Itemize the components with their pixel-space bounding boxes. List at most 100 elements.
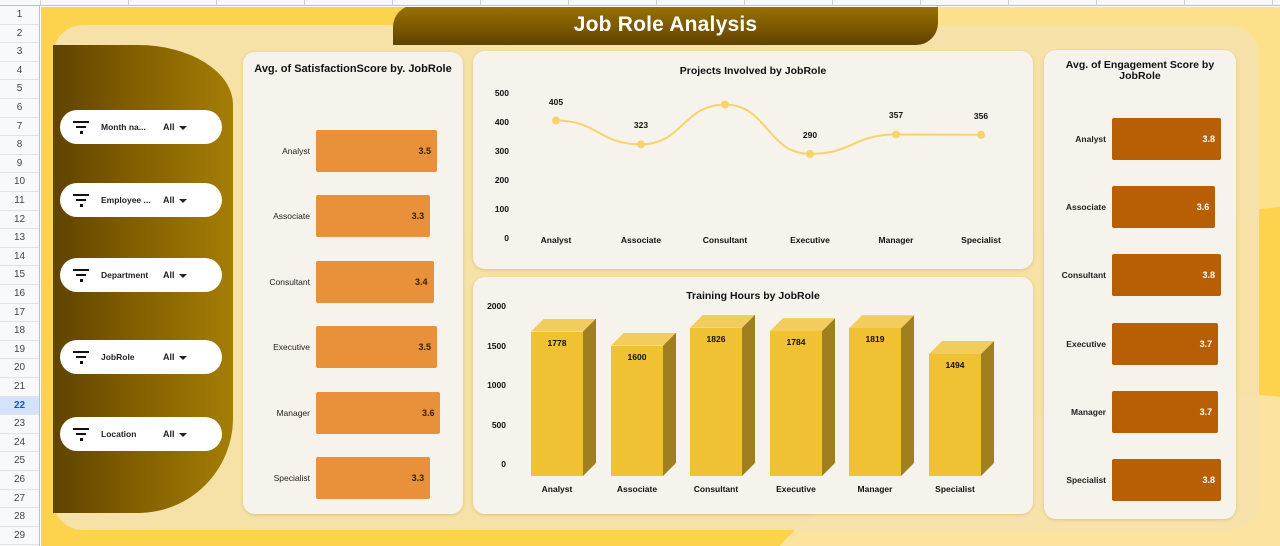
bar[interactable]: 3.8: [1112, 254, 1221, 297]
category-label: Consultant: [269, 276, 310, 287]
slicer-dropdown[interactable]: All: [163, 122, 187, 132]
x-axis-label: Specialist: [961, 235, 1001, 245]
data-point[interactable]: [977, 130, 985, 139]
filter-icon: [70, 120, 92, 134]
row-number[interactable]: 1: [0, 6, 39, 25]
row-number[interactable]: 24: [0, 434, 39, 453]
bar-row: Associate 3.6: [1044, 186, 1216, 229]
slicer-employee[interactable]: Employee ... All: [60, 183, 222, 217]
x-axis-label: Executive: [776, 484, 816, 494]
x-axis-label: Associate: [620, 235, 662, 245]
value-label: 1826: [706, 333, 726, 344]
category-label: Executive: [1066, 338, 1106, 349]
bar-row: Consultant 3.8: [1044, 254, 1221, 297]
bar-row: Analyst 3.8: [1044, 118, 1221, 160]
row-number[interactable]: 17: [0, 304, 39, 323]
slicer-dropdown[interactable]: All: [163, 429, 187, 439]
slicer-dropdown[interactable]: All: [163, 195, 187, 205]
bar[interactable]: 3.7: [1112, 322, 1219, 365]
y-axis-tick: 500: [491, 419, 506, 430]
row-number[interactable]: 12: [0, 211, 39, 230]
bar-top: [611, 332, 676, 346]
row-number[interactable]: 10: [0, 173, 39, 192]
category-label: Specialist: [273, 473, 310, 483]
value-label: 3.7: [1199, 406, 1213, 417]
slicer-monthna[interactable]: Month na... All: [60, 110, 222, 144]
bar[interactable]: 3.6: [316, 391, 441, 434]
slicer-department[interactable]: Department All: [60, 258, 222, 292]
satisfaction-chart-card[interactable]: Avg. of SatisfactionScore by. JobRole An…: [243, 52, 463, 514]
row-number[interactable]: 22: [0, 396, 39, 416]
data-point[interactable]: [552, 116, 560, 125]
row-number[interactable]: 23: [0, 415, 39, 434]
row-number[interactable]: 4: [0, 62, 39, 81]
projects-chart-card[interactable]: Projects Involved by JobRole 500 400 300 20…: [473, 51, 1033, 269]
training-chart-card[interactable]: Training Hours by JobRole 2000 1500 1000 50…: [473, 277, 1033, 514]
y-axis-tick: 0: [504, 233, 509, 243]
data-point[interactable]: [892, 130, 900, 139]
row-number[interactable]: 27: [0, 490, 39, 509]
bar[interactable]: 3.8: [1112, 118, 1221, 160]
column-divider: [920, 0, 921, 6]
engagement-chart-card[interactable]: Avg. of Engagement Score by JobRole Anal…: [1044, 50, 1236, 519]
row-number[interactable]: 14: [0, 248, 39, 267]
row-number[interactable]: 11: [0, 192, 39, 211]
bar[interactable]: 3.3: [316, 195, 431, 238]
row-number[interactable]: 7: [0, 118, 39, 137]
page-title: Job Role Analysis: [573, 13, 758, 36]
x-axis-label: Consultant: [693, 484, 739, 494]
chevron-down-icon: [178, 433, 187, 437]
bar[interactable]: 3.7: [1112, 390, 1219, 433]
row-number[interactable]: 18: [0, 322, 39, 341]
bar-row: Consultant 3.4: [243, 260, 434, 303]
value-label: 3.5: [418, 342, 431, 353]
data-point[interactable]: [637, 140, 645, 149]
row-number[interactable]: 5: [0, 80, 39, 99]
bar-top: [929, 340, 994, 354]
row-number[interactable]: 8: [0, 136, 39, 155]
row-number[interactable]: 25: [0, 452, 39, 471]
slicer-dropdown[interactable]: All: [163, 270, 187, 280]
bar[interactable]: 3.5: [316, 326, 437, 369]
row-number[interactable]: 2: [0, 25, 39, 44]
row-number[interactable]: 16: [0, 285, 39, 304]
slicer-location[interactable]: Location All: [60, 417, 222, 451]
bar[interactable]: [531, 318, 596, 476]
row-number[interactable]: 26: [0, 471, 39, 490]
row-number[interactable]: 6: [0, 99, 39, 118]
bar[interactable]: [690, 314, 755, 476]
column-divider: [832, 0, 833, 6]
value-label: 3.3: [411, 473, 425, 483]
bar[interactable]: [611, 332, 676, 476]
row-number[interactable]: 3: [0, 43, 39, 62]
chart-title: Avg. of Engagement Score by JobRole: [1065, 59, 1215, 82]
bar[interactable]: [929, 340, 994, 476]
row-number[interactable]: 29: [0, 527, 39, 546]
bar[interactable]: 3.5: [316, 130, 437, 172]
value-label: 3.6: [1196, 202, 1210, 213]
bar[interactable]: [849, 315, 914, 476]
row-number[interactable]: 19: [0, 341, 39, 360]
filter-icon: [70, 427, 92, 441]
slicer-jobrole[interactable]: JobRole All: [60, 340, 222, 374]
slicer-label: Employee ...: [101, 195, 151, 205]
row-number[interactable]: 9: [0, 155, 39, 174]
column-divider: [304, 0, 305, 6]
y-axis-tick: 1500: [487, 340, 506, 351]
row-number[interactable]: 20: [0, 359, 39, 378]
data-point[interactable]: [721, 100, 729, 109]
column-divider: [1184, 0, 1185, 6]
row-number[interactable]: 15: [0, 266, 39, 285]
bar[interactable]: [770, 318, 835, 476]
bar[interactable]: 3.8: [1112, 459, 1221, 501]
row-number[interactable]: 28: [0, 508, 39, 527]
x-axis-label: Analyst: [541, 484, 573, 494]
row-number[interactable]: 21: [0, 378, 39, 397]
slicer-dropdown[interactable]: All: [163, 352, 187, 362]
chevron-down-icon: [178, 199, 187, 203]
bar[interactable]: 3.4: [316, 260, 434, 303]
row-number[interactable]: 13: [0, 229, 39, 248]
data-point[interactable]: [806, 149, 814, 158]
bar[interactable]: 3.3: [316, 457, 431, 499]
bar[interactable]: 3.6: [1112, 186, 1216, 229]
